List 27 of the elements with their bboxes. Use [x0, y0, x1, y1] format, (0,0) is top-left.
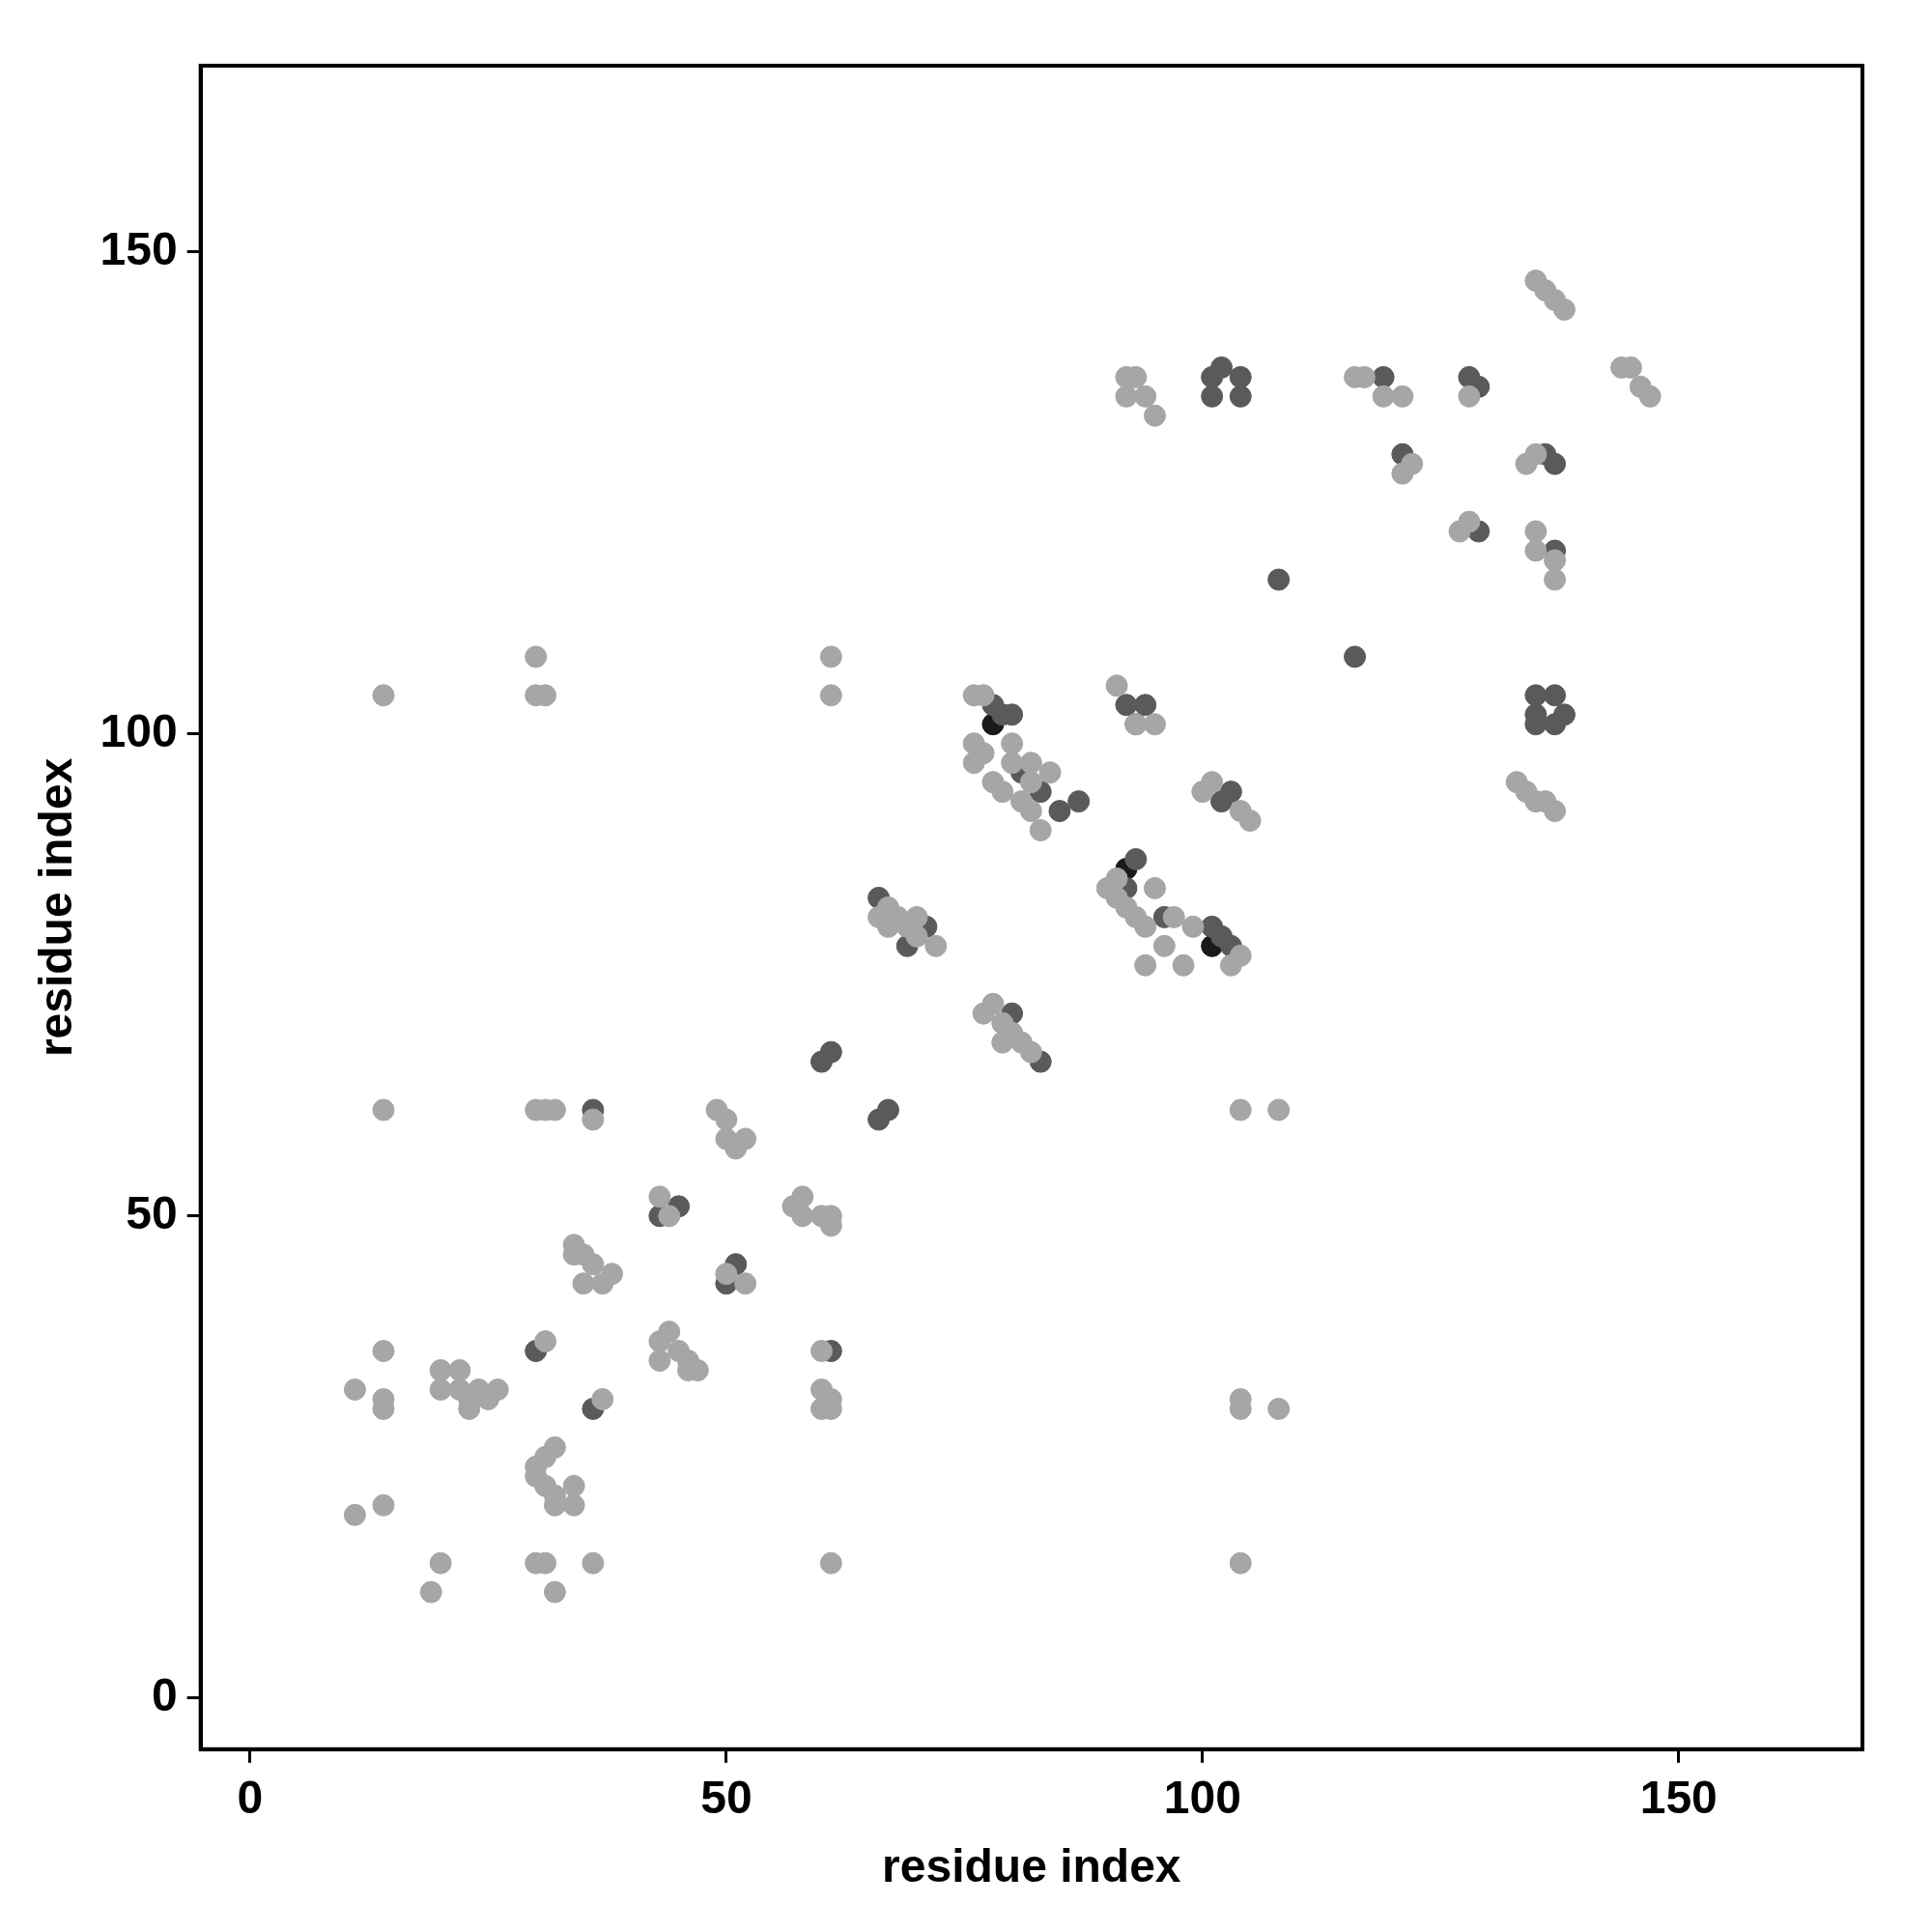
point	[819, 1040, 842, 1064]
point	[1134, 694, 1157, 717]
point	[1115, 694, 1138, 717]
point	[1124, 847, 1148, 870]
point	[1201, 384, 1224, 408]
y-tick-label: 150	[99, 222, 178, 274]
point	[1229, 384, 1252, 408]
point	[876, 1098, 899, 1122]
y-tick-label: 100	[99, 704, 178, 756]
point	[1229, 365, 1252, 388]
y-tick-label: 0	[151, 1669, 178, 1721]
x-tick-label: 150	[1639, 1771, 1718, 1823]
point	[1544, 713, 1567, 736]
y-tick-label: 50	[126, 1187, 178, 1239]
point	[1210, 355, 1234, 379]
point	[1267, 568, 1291, 591]
x-tick-label: 0	[237, 1771, 264, 1823]
point	[1048, 800, 1071, 823]
point	[1067, 790, 1091, 813]
y-axis-title: residue index	[30, 757, 82, 1058]
point	[1344, 645, 1367, 668]
x-tick-label: 50	[700, 1771, 753, 1823]
point	[1544, 452, 1567, 475]
point	[1544, 684, 1567, 707]
x-tick-label: 100	[1163, 1771, 1241, 1823]
point	[1210, 790, 1234, 813]
x-axis-title: residue index	[882, 1840, 1181, 1892]
